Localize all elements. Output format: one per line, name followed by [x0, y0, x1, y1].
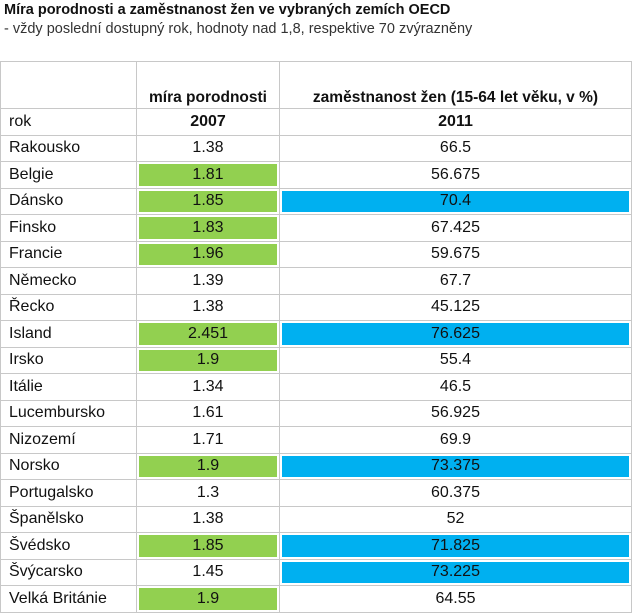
country-cell: Norsko [0, 452, 137, 480]
value-cell: 66.5 [279, 134, 632, 162]
subtitle: - vždy poslední dostupný rok, hodnoty na… [4, 21, 473, 37]
year-cell: 2007 [136, 108, 280, 136]
table-row: Velká Británie 1.9 64.55 [0, 585, 632, 613]
country-cell: Švédsko [0, 532, 137, 560]
table-row: Nizozemí 1.71 69.9 [0, 426, 632, 454]
value-cell: 1.71 [136, 426, 280, 454]
table-row: Německo 1.39 67.7 [0, 267, 632, 295]
value-cell: 1.85 [136, 187, 280, 215]
country-cell: Dánsko [0, 187, 137, 215]
table-row: Irsko 1.9 55.4 [0, 346, 632, 374]
value-cell: 60.375 [279, 479, 632, 507]
table-row: Švýcarsko 1.45 73.225 [0, 558, 632, 586]
value-cell: 73.375 [279, 452, 632, 480]
country-cell: Portugalsko [0, 479, 137, 507]
column-header: míra porodnosti [136, 61, 280, 109]
country-cell: Francie [0, 240, 137, 268]
value-cell: 55.4 [279, 346, 632, 374]
value-cell: 1.9 [136, 346, 280, 374]
value-cell: 1.45 [136, 558, 280, 586]
column-header: zaměstnanost žen (15-64 let věku, v %) [279, 61, 632, 109]
value-cell: 59.675 [279, 240, 632, 268]
country-cell: Finsko [0, 214, 137, 242]
value-cell: 2.451 [136, 320, 280, 348]
value-cell: 56.925 [279, 399, 632, 427]
column-header [0, 61, 137, 109]
value-cell: 1.34 [136, 373, 280, 401]
table-row: Řecko 1.38 45.125 [0, 293, 632, 321]
table-row: Belgie 1.81 56.675 [0, 161, 632, 189]
table-row: Lucembursko 1.61 56.925 [0, 399, 632, 427]
value-cell: 1.3 [136, 479, 280, 507]
value-cell: 1.85 [136, 532, 280, 560]
value-cell: 1.39 [136, 267, 280, 295]
table-row: Rakousko 1.38 66.5 [0, 134, 632, 162]
table-row: rok 2007 2011 [0, 108, 632, 136]
value-cell: 45.125 [279, 293, 632, 321]
country-cell: Řecko [0, 293, 137, 321]
table-row: Finsko 1.83 67.425 [0, 214, 632, 242]
table-row: Francie 1.96 59.675 [0, 240, 632, 268]
table-row: Švédsko 1.85 71.825 [0, 532, 632, 560]
value-cell: 67.7 [279, 267, 632, 295]
table-row: Španělsko 1.38 52 [0, 505, 632, 533]
year-cell: 2011 [279, 108, 632, 136]
country-cell: Island [0, 320, 137, 348]
country-cell: Německo [0, 267, 137, 295]
value-cell: 1.9 [136, 585, 280, 613]
value-cell: 1.9 [136, 452, 280, 480]
value-cell: 1.61 [136, 399, 280, 427]
country-cell: Itálie [0, 373, 137, 401]
country-cell: Belgie [0, 161, 137, 189]
value-cell: 1.81 [136, 161, 280, 189]
table-row: Portugalsko 1.3 60.375 [0, 479, 632, 507]
value-cell: 56.675 [279, 161, 632, 189]
country-cell: Irsko [0, 346, 137, 374]
country-cell: Rakousko [0, 134, 137, 162]
value-cell: 70.4 [279, 187, 632, 215]
country-cell: Nizozemí [0, 426, 137, 454]
value-cell: 1.38 [136, 505, 280, 533]
table-row: Island 2.451 76.625 [0, 320, 632, 348]
title: Míra porodnosti a zaměstnanost žen ve vy… [4, 2, 451, 18]
value-cell: 1.96 [136, 240, 280, 268]
country-cell: Lucembursko [0, 399, 137, 427]
country-cell: Španělsko [0, 505, 137, 533]
year-cell: rok [0, 108, 137, 136]
value-cell: 76.625 [279, 320, 632, 348]
value-cell: 64.55 [279, 585, 632, 613]
table-row: míra porodnosti zaměstnanost žen (15-64 l… [0, 61, 632, 109]
value-cell: 1.83 [136, 214, 280, 242]
value-cell: 73.225 [279, 558, 632, 586]
value-cell: 69.9 [279, 426, 632, 454]
table-row: Itálie 1.34 46.5 [0, 373, 632, 401]
value-cell: 71.825 [279, 532, 632, 560]
value-cell: 52 [279, 505, 632, 533]
value-cell: 67.425 [279, 214, 632, 242]
country-cell: Švýcarsko [0, 558, 137, 586]
value-cell: 1.38 [136, 293, 280, 321]
table-row: Dánsko 1.85 70.4 [0, 187, 632, 215]
value-cell: 1.38 [136, 134, 280, 162]
value-cell: 46.5 [279, 373, 632, 401]
country-cell: Velká Británie [0, 585, 137, 613]
table-row: Norsko 1.9 73.375 [0, 452, 632, 480]
data-table: míra porodnosti zaměstnanost žen (15-64 l… [0, 61, 632, 613]
